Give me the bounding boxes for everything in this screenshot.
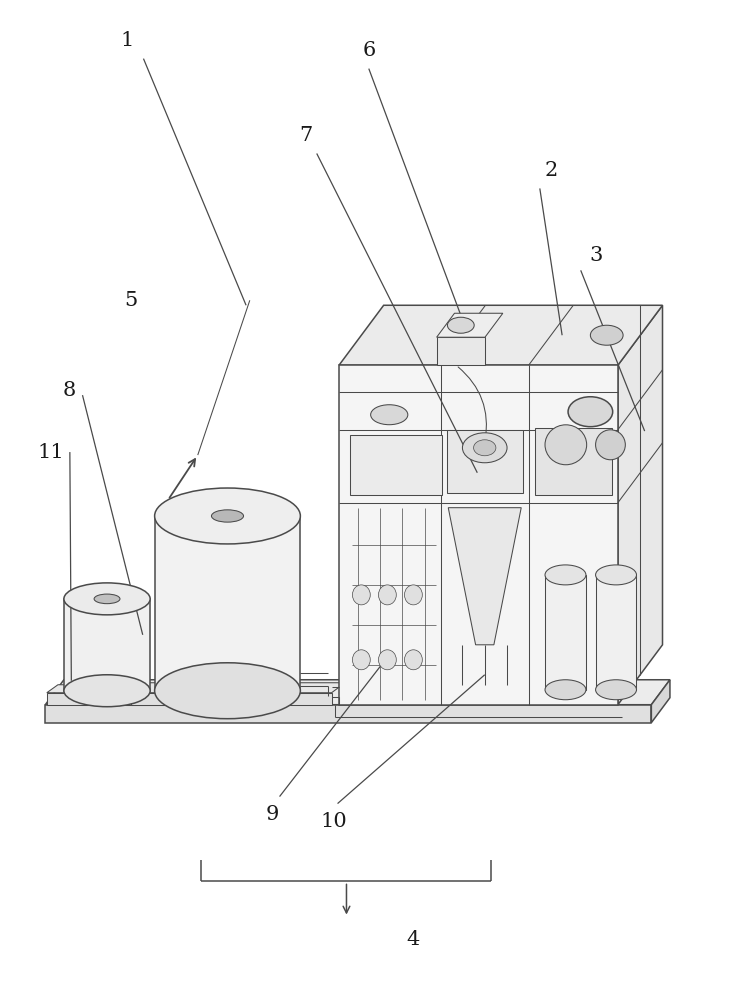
Polygon shape <box>45 680 670 705</box>
Ellipse shape <box>212 510 244 522</box>
Ellipse shape <box>474 440 496 456</box>
Ellipse shape <box>463 433 507 463</box>
Ellipse shape <box>595 430 625 460</box>
Ellipse shape <box>155 488 300 544</box>
Text: 1: 1 <box>121 31 134 50</box>
Ellipse shape <box>378 650 396 670</box>
Bar <box>350 435 443 495</box>
Polygon shape <box>47 685 188 693</box>
Ellipse shape <box>595 565 636 585</box>
Bar <box>535 428 612 495</box>
Text: 2: 2 <box>545 161 557 180</box>
Bar <box>131 693 332 705</box>
Text: 10: 10 <box>320 812 347 831</box>
Polygon shape <box>45 705 651 723</box>
Polygon shape <box>437 313 503 337</box>
Ellipse shape <box>545 565 586 585</box>
Ellipse shape <box>378 585 396 605</box>
Ellipse shape <box>64 583 150 615</box>
Text: 3: 3 <box>589 246 602 265</box>
Ellipse shape <box>352 585 370 605</box>
Polygon shape <box>618 305 662 705</box>
Bar <box>545 575 586 690</box>
Ellipse shape <box>155 663 300 719</box>
Ellipse shape <box>64 675 150 707</box>
Ellipse shape <box>568 397 612 427</box>
Ellipse shape <box>545 425 586 465</box>
Text: 9: 9 <box>265 805 279 824</box>
Text: 4: 4 <box>407 930 420 949</box>
Polygon shape <box>64 599 150 691</box>
Bar <box>447 430 523 493</box>
Bar <box>339 365 618 705</box>
Bar <box>595 575 636 690</box>
Text: 6: 6 <box>362 41 375 60</box>
Ellipse shape <box>595 680 636 700</box>
Polygon shape <box>131 683 345 693</box>
Polygon shape <box>651 680 670 723</box>
Ellipse shape <box>94 594 120 604</box>
Text: 8: 8 <box>63 381 76 400</box>
Ellipse shape <box>590 325 623 345</box>
Bar <box>47 693 177 705</box>
Ellipse shape <box>352 650 370 670</box>
Ellipse shape <box>545 680 586 700</box>
Text: 7: 7 <box>299 126 312 145</box>
Bar <box>437 337 485 365</box>
Ellipse shape <box>405 585 422 605</box>
Text: 5: 5 <box>124 291 137 310</box>
Polygon shape <box>155 516 300 691</box>
Ellipse shape <box>448 317 474 333</box>
Ellipse shape <box>371 405 408 425</box>
Ellipse shape <box>405 650 422 670</box>
Polygon shape <box>448 508 522 645</box>
Polygon shape <box>339 305 662 365</box>
Text: 11: 11 <box>38 443 65 462</box>
